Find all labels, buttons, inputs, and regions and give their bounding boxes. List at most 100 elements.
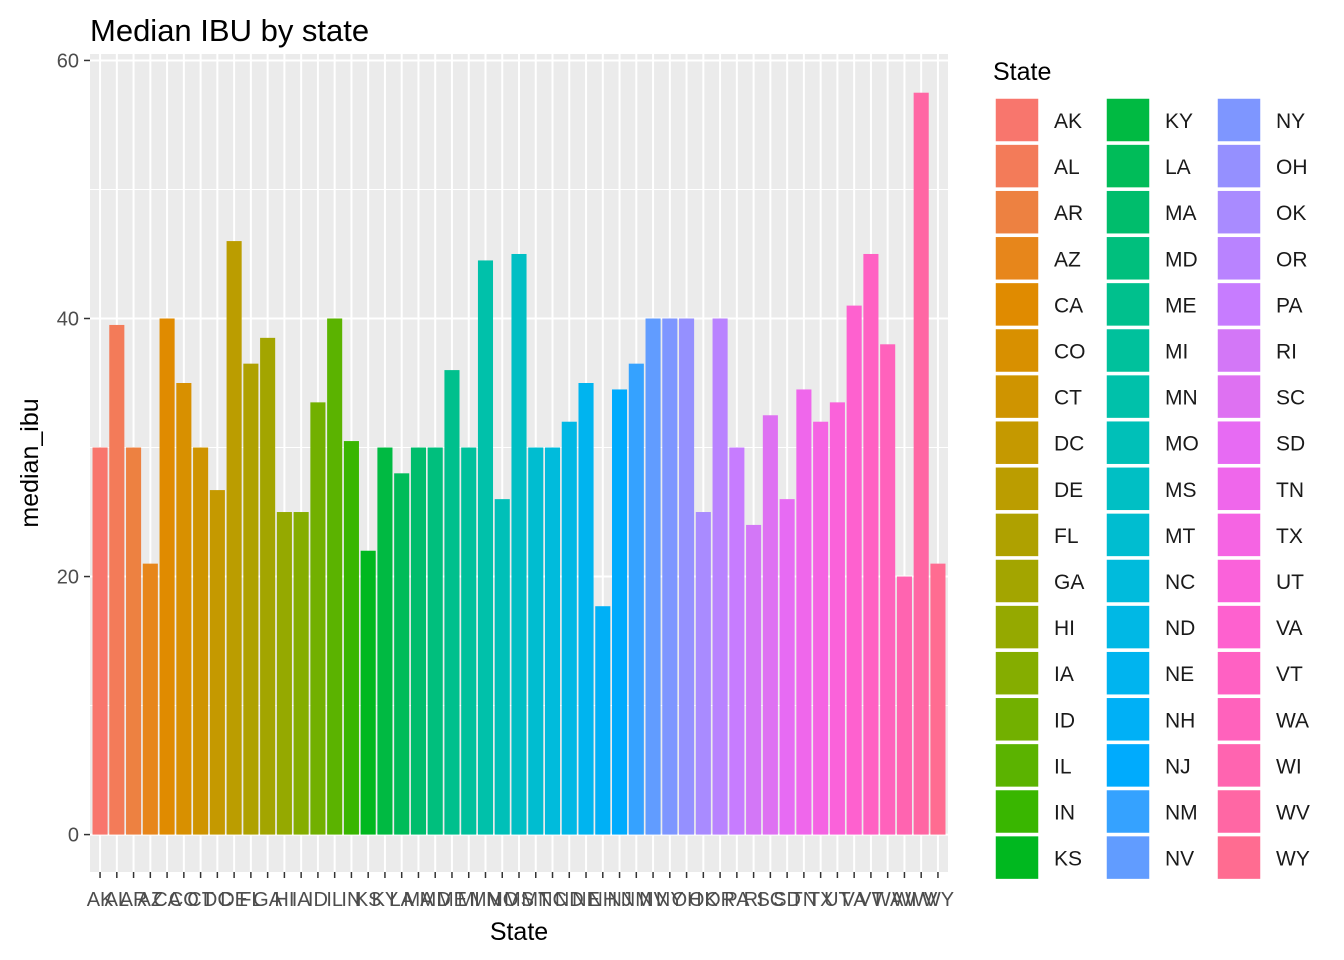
legend-label-pa: PA	[1276, 294, 1302, 317]
x-tick-label: LA	[389, 889, 414, 911]
legend-key-nj	[1105, 742, 1151, 789]
legend-key-fl	[994, 512, 1040, 558]
legend-key-ar	[994, 189, 1040, 235]
x-tick-label: OK	[689, 889, 719, 911]
x-tick-label: AR	[120, 889, 148, 911]
x-tick-label: WI	[892, 889, 916, 911]
x-tick-label: TN	[791, 889, 818, 911]
legend-label-la: LA	[1165, 156, 1191, 179]
legend-key-ks	[994, 834, 1040, 881]
legend-key-ma	[1105, 189, 1151, 235]
x-tick-label: ND	[555, 889, 584, 911]
bar-wy	[930, 563, 946, 835]
legend-key-oh	[1216, 143, 1262, 189]
legend-label-sd: SD	[1276, 433, 1305, 456]
x-tick-label: CT	[187, 889, 214, 911]
legend-label-tx: TX	[1276, 525, 1303, 548]
x-tick-label: MA	[403, 889, 434, 911]
legend-label-az: AZ	[1054, 248, 1081, 271]
legend-key-id	[994, 696, 1040, 743]
bar-az	[142, 563, 158, 835]
legend-label-ca: CA	[1054, 294, 1083, 317]
y-axis-title: median_ibu	[16, 398, 44, 527]
x-tick-label: GA	[253, 889, 283, 911]
legend-key-ca	[994, 281, 1040, 328]
x-tick-label: VT	[858, 889, 884, 911]
legend-key-ms	[1105, 466, 1151, 512]
x-tick-label: NM	[621, 889, 652, 911]
bar-sd	[779, 499, 795, 835]
bar-nd	[561, 421, 577, 835]
x-tick-label: NV	[639, 889, 667, 911]
x-tick-label: NJ	[607, 889, 631, 911]
chart-title: Median IBU by state	[90, 13, 369, 48]
legend-label-or: OR	[1276, 248, 1308, 271]
legend-label-wa: WA	[1276, 709, 1309, 732]
legend-label-md: MD	[1165, 248, 1198, 271]
x-tick-label: SD	[773, 889, 801, 911]
bar-de	[226, 241, 242, 835]
bar-wv	[913, 92, 929, 835]
legend-key-ny	[1216, 97, 1262, 143]
legend-label-de: DE	[1054, 479, 1083, 502]
bar-ok	[695, 512, 711, 835]
legend-key-mi	[1105, 327, 1151, 374]
bar-al	[109, 324, 125, 835]
legend-key-or	[1216, 235, 1262, 282]
legend-label-ga: GA	[1054, 571, 1084, 594]
x-tick-label: WA	[872, 889, 904, 911]
x-tick-label: WV	[905, 889, 938, 911]
bar-ri	[746, 524, 762, 835]
legend-label-hi: HI	[1054, 617, 1075, 640]
legend-key-dc	[994, 419, 1040, 466]
legend-key-nc	[1105, 558, 1151, 604]
legend-key-ky	[1105, 97, 1151, 143]
bar-tx	[813, 421, 829, 835]
x-tick-label: MO	[486, 889, 518, 911]
legend-label-ms: MS	[1165, 479, 1197, 502]
legend-label-ct: CT	[1054, 387, 1082, 410]
x-tick-label: ME	[437, 889, 467, 911]
x-tick-label: PA	[724, 889, 750, 911]
bar-mo	[494, 499, 510, 835]
legend-label-me: ME	[1165, 294, 1197, 317]
legend-key-nh	[1105, 696, 1151, 743]
x-tick-label: MT	[521, 889, 550, 911]
bar-dc	[209, 490, 225, 835]
legend-key-va	[1216, 604, 1262, 650]
bar-ne	[578, 383, 594, 835]
legend-label-nj: NJ	[1165, 755, 1191, 778]
legend-label-sc: SC	[1276, 387, 1305, 410]
bar-hi	[276, 512, 292, 835]
x-tick-label: OR	[705, 889, 735, 911]
x-tick-label: NH	[588, 889, 617, 911]
legend-label-ks: KS	[1054, 848, 1082, 871]
x-tick-label: KS	[355, 889, 382, 911]
legend-title: State	[993, 58, 1051, 86]
legend-label-ak: AK	[1054, 110, 1082, 133]
x-tick-label: ID	[308, 889, 328, 911]
x-tick-label: DE	[220, 889, 248, 911]
legend-key-nd	[1105, 604, 1151, 650]
legend-label-mn: MN	[1165, 387, 1198, 410]
legend-label-fl: FL	[1054, 525, 1079, 548]
bar-va	[846, 305, 862, 835]
legend-label-dc: DC	[1054, 433, 1084, 456]
legend-key-hi	[994, 604, 1040, 650]
legend-key-nv	[1105, 834, 1151, 881]
legend-label-va: VA	[1276, 617, 1302, 640]
legend-key-wa	[1216, 696, 1262, 743]
bar-nc	[544, 447, 561, 835]
legend-key-al	[994, 143, 1040, 189]
x-tick-label: MN	[470, 889, 501, 911]
bar-mn	[477, 260, 494, 835]
y-tick-label: 20	[57, 567, 79, 589]
x-tick-label: UT	[824, 889, 851, 911]
bar-ny	[662, 318, 678, 835]
legend-label-vt: VT	[1276, 663, 1303, 686]
bar-fl	[243, 363, 259, 835]
bar-ky	[377, 447, 393, 835]
x-tick-label: TX	[808, 889, 834, 911]
x-axis: AKALARAZCACOCTDCDEFLGAHIIAIDILINKSKYLAMA…	[87, 872, 954, 911]
